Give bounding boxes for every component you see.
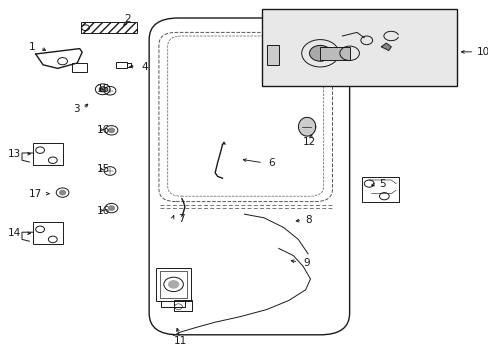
Bar <box>160 271 187 298</box>
Bar <box>33 222 62 244</box>
Bar <box>116 62 127 68</box>
Text: 14: 14 <box>8 228 21 238</box>
Text: 11: 11 <box>173 336 186 346</box>
Text: 8: 8 <box>305 215 312 225</box>
Text: 3: 3 <box>73 104 80 114</box>
Circle shape <box>108 206 114 210</box>
Text: 9: 9 <box>303 258 309 268</box>
Bar <box>361 177 398 202</box>
Circle shape <box>60 190 65 195</box>
Polygon shape <box>298 117 315 136</box>
Circle shape <box>108 128 114 132</box>
Text: 12: 12 <box>302 137 315 147</box>
Bar <box>320 47 349 60</box>
Circle shape <box>168 281 178 288</box>
Text: 1: 1 <box>28 42 35 52</box>
Text: 13: 13 <box>8 149 21 159</box>
Bar <box>261 9 456 86</box>
Text: 5: 5 <box>379 179 386 189</box>
Bar <box>266 45 278 65</box>
Text: 15: 15 <box>97 164 110 174</box>
Text: 17: 17 <box>28 189 41 199</box>
Text: 16: 16 <box>97 125 110 135</box>
Text: 7: 7 <box>178 213 185 224</box>
Text: 15: 15 <box>97 84 110 94</box>
Polygon shape <box>381 43 390 50</box>
Circle shape <box>99 87 106 92</box>
Text: 6: 6 <box>267 158 274 168</box>
Bar <box>72 63 87 72</box>
Text: 2: 2 <box>123 14 130 24</box>
Bar <box>156 268 190 301</box>
Bar <box>33 143 62 165</box>
Text: 10: 10 <box>476 47 488 57</box>
Bar <box>81 22 137 33</box>
Bar <box>173 300 192 311</box>
Text: 16: 16 <box>97 206 110 216</box>
Text: 4: 4 <box>142 62 148 72</box>
Circle shape <box>309 45 330 61</box>
